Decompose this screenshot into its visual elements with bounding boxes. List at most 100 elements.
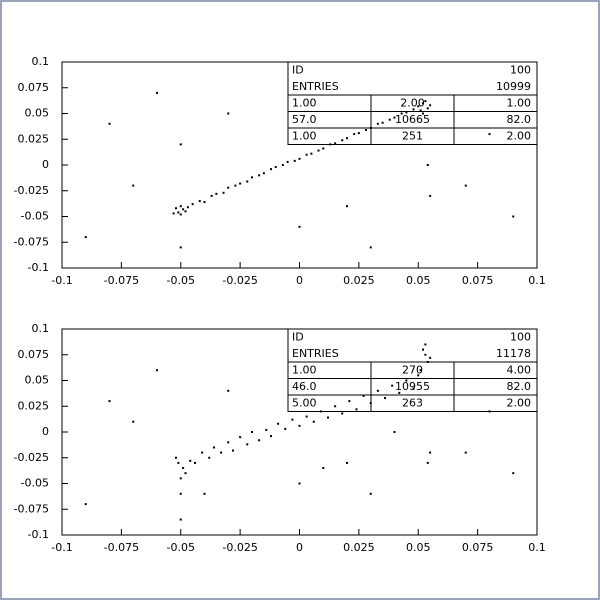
point: [357, 132, 360, 135]
point: [203, 492, 206, 495]
point: [381, 121, 384, 124]
point: [251, 431, 253, 433]
point: [369, 246, 372, 249]
point: [281, 164, 284, 166]
point: [262, 172, 265, 175]
point: [322, 147, 325, 150]
point: [393, 431, 396, 433]
point: [208, 456, 211, 459]
point: [213, 446, 215, 449]
x-tick-label: 0: [296, 541, 303, 554]
point: [305, 153, 308, 156]
point: [291, 418, 294, 421]
point: [405, 379, 408, 382]
point: [258, 439, 261, 442]
point: [108, 122, 111, 125]
point: [429, 356, 432, 359]
point: [189, 459, 192, 462]
y-tick-label: -0.025: [14, 184, 49, 197]
y-tick-label: 0.05: [25, 107, 50, 120]
point: [132, 184, 135, 187]
stats-box: [287, 328, 538, 412]
point: [419, 109, 422, 112]
point: [388, 118, 391, 121]
stats-cell: 46.0: [292, 380, 317, 393]
stats-cell: 2.00: [400, 96, 425, 109]
y-tick-label: -0.05: [21, 477, 49, 490]
stats-value: 11178: [496, 347, 531, 360]
point: [310, 152, 313, 155]
x-tick-label: 0.1: [528, 274, 546, 287]
point: [184, 210, 187, 213]
point: [426, 461, 429, 464]
point: [398, 391, 401, 394]
stats-cell: 4.00: [507, 363, 532, 376]
y-tick-label: -0.1: [28, 528, 49, 541]
point: [201, 451, 204, 454]
x-tick-label: 0.05: [406, 274, 431, 287]
x-tick-label: -0.025: [222, 541, 257, 554]
point: [422, 112, 424, 115]
x-tick-label: 0: [296, 274, 303, 287]
point: [400, 112, 403, 115]
y-tick-label: 0: [42, 425, 49, 438]
point: [258, 174, 261, 177]
point: [227, 441, 230, 444]
point: [227, 112, 230, 115]
point: [246, 443, 249, 446]
point: [488, 133, 491, 136]
stats-box: [287, 61, 538, 145]
stats-cell: 57.0: [292, 113, 317, 126]
x-tick-label: -0.025: [222, 274, 257, 287]
point: [220, 451, 223, 454]
point: [191, 203, 194, 206]
stats-label: ID: [292, 63, 304, 76]
stats-value: 100: [510, 330, 531, 343]
point: [177, 211, 180, 214]
point: [391, 384, 394, 387]
point: [322, 467, 325, 470]
stats-cell: 263: [402, 396, 423, 409]
stats-cell: 82.0: [507, 113, 532, 126]
point: [270, 435, 272, 438]
x-tick-label: 0.075: [462, 274, 494, 287]
point: [362, 394, 365, 397]
point: [293, 159, 296, 162]
point: [298, 157, 301, 160]
point: [184, 472, 187, 475]
stats-cell: 270: [402, 363, 423, 376]
point: [198, 200, 201, 203]
y-tick-label: 0.075: [18, 81, 50, 94]
x-tick-label: -0.1: [51, 541, 72, 554]
y-tick-label: -0.025: [14, 451, 49, 464]
point: [305, 415, 308, 418]
x-tick-label: 0.075: [462, 541, 494, 554]
point: [346, 205, 348, 208]
point: [426, 164, 429, 166]
point: [355, 408, 358, 411]
y-tick-label: -0.1: [28, 261, 49, 274]
x-tick-label: 0.025: [343, 274, 375, 287]
point: [334, 405, 337, 408]
point: [369, 492, 372, 495]
point: [277, 422, 280, 425]
point: [227, 186, 230, 189]
point: [286, 160, 289, 163]
point: [132, 420, 135, 423]
point: [429, 104, 432, 107]
point: [405, 111, 408, 114]
stats-cell: 10955: [395, 380, 430, 393]
point: [251, 176, 253, 179]
y-tick-label: 0.025: [18, 132, 50, 145]
point: [376, 122, 379, 125]
point: [172, 212, 175, 215]
point: [179, 213, 182, 216]
y-tick-label: -0.075: [14, 502, 49, 515]
point: [186, 206, 189, 209]
point: [284, 427, 287, 430]
point: [346, 137, 348, 140]
point: [341, 412, 344, 415]
x-tick-label: -0.1: [51, 274, 72, 287]
point: [298, 424, 301, 427]
